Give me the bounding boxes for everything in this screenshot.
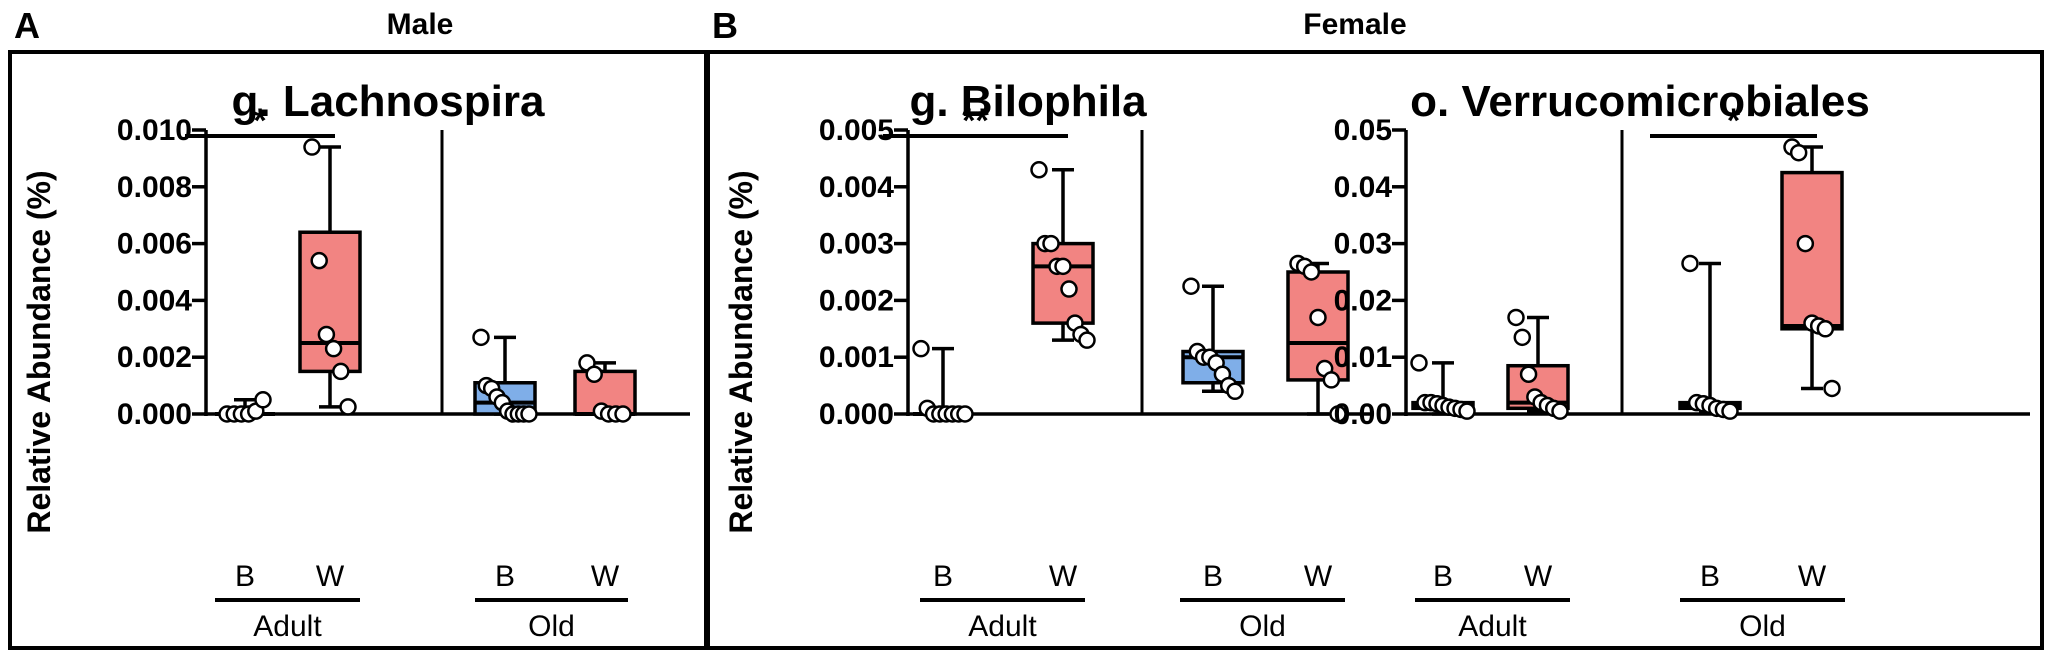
x-category-label: W [316,560,345,593]
data-point [324,339,343,358]
data-point [310,251,328,270]
significance-label: * [253,102,267,140]
y-tick-label: 0.04 [1334,171,1393,204]
data-point [1322,371,1341,389]
y-tick-label: 0.004 [117,284,192,317]
y-tick-label: 0.00 [1334,398,1392,431]
data-point [339,398,357,416]
y-tick-label: 0.010 [117,114,192,147]
group-label-adult: Adult [253,610,322,643]
x-category-label: B [1700,560,1720,593]
x-category-label: W [591,560,620,593]
data-point [1796,234,1815,253]
data-point [1329,405,1347,423]
data-point [1078,331,1096,349]
y-tick-label: 0.01 [1334,341,1392,374]
data-point [585,365,603,383]
data-point [1513,328,1532,347]
data-point [1551,402,1569,420]
chart-bilophila: g. Bilophila Relative Abundance (%) 0.00… [723,77,1370,643]
data-point [1823,379,1841,398]
chart-title: g. Lachnospira [232,77,545,126]
data-point [317,325,336,344]
data-point [303,138,321,156]
data-point [1054,257,1072,276]
significance-label: * [1727,102,1741,140]
y-tick-label: 0.02 [1334,284,1392,317]
significance-label: ** [962,102,989,140]
data-point [520,405,538,423]
group-label-adult: Adult [968,610,1037,643]
group-label-old: Old [1239,610,1286,643]
data-point [1410,354,1428,372]
y-tick-label: 0.006 [117,228,192,261]
chart-title: o. Verrucomicrobiales [1410,77,1870,126]
x-category-label: B [1433,560,1453,593]
y-tick-label: 0.001 [819,341,894,374]
x-category-label: W [1524,560,1553,593]
y-tick-label: 0.005 [819,114,894,147]
y-axis-label: Relative Abundance (%) [21,170,57,533]
data-point [1458,402,1476,420]
data-point [1042,234,1060,253]
data-point [1309,308,1327,327]
y-tick-label: 0.03 [1334,228,1392,261]
data-point [254,391,272,409]
data-point [332,362,350,381]
chart-lachnospira: g. Lachnospira Relative Abundance (%) 0.… [21,77,690,643]
x-category-label: W [1049,560,1078,593]
data-point [472,328,490,347]
data-point [1030,161,1048,179]
x-category-label: B [235,560,255,593]
group-label-old: Old [528,610,575,643]
chart-verrucomicrobiales: o. Verrucomicrobiales 0.00 0.01 0.02 0.0… [1334,77,2030,643]
x-category-label: B [1203,560,1223,593]
y-tick-label: 0.000 [819,398,894,431]
y-tick-label: 0.05 [1334,114,1392,147]
y-tick-label: 0.002 [819,284,894,317]
group-label-adult: Adult [1458,610,1527,643]
panel-b-frame [706,50,2044,650]
panel-a-group-label: Male [387,8,454,41]
chart-title: g. Bilophila [909,77,1147,126]
x-category-label: B [933,560,953,593]
panel-b-group-label: Female [1303,8,1406,41]
data-point [956,405,974,423]
panel-a-letter: A [14,5,40,46]
x-category-label: B [495,560,515,593]
y-tick-label: 0.002 [117,341,192,374]
y-tick-label: 0.008 [117,171,192,204]
y-tick-label: 0.003 [819,228,894,261]
data-point [1789,143,1808,162]
data-point [1182,277,1200,295]
x-category-label: W [1798,560,1827,593]
data-point [1721,402,1739,420]
y-axis-label: Relative Abundance (%) [723,170,759,533]
x-category-label: W [1304,560,1333,593]
data-point [1060,280,1078,298]
data-point [614,405,632,423]
y-tick-label: 0.004 [819,171,894,204]
data-point [1226,382,1244,401]
data-point [912,339,930,358]
box-w [1031,241,1095,325]
data-point [1302,263,1321,281]
group-label-old: Old [1739,610,1786,643]
box-w [1780,170,1844,331]
data-point [1519,365,1538,383]
data-point [1681,254,1699,273]
data-point [1816,320,1835,338]
y-tick-label: 0.000 [117,398,192,431]
data-point [1507,308,1525,327]
panel-b-letter: B [712,5,738,46]
